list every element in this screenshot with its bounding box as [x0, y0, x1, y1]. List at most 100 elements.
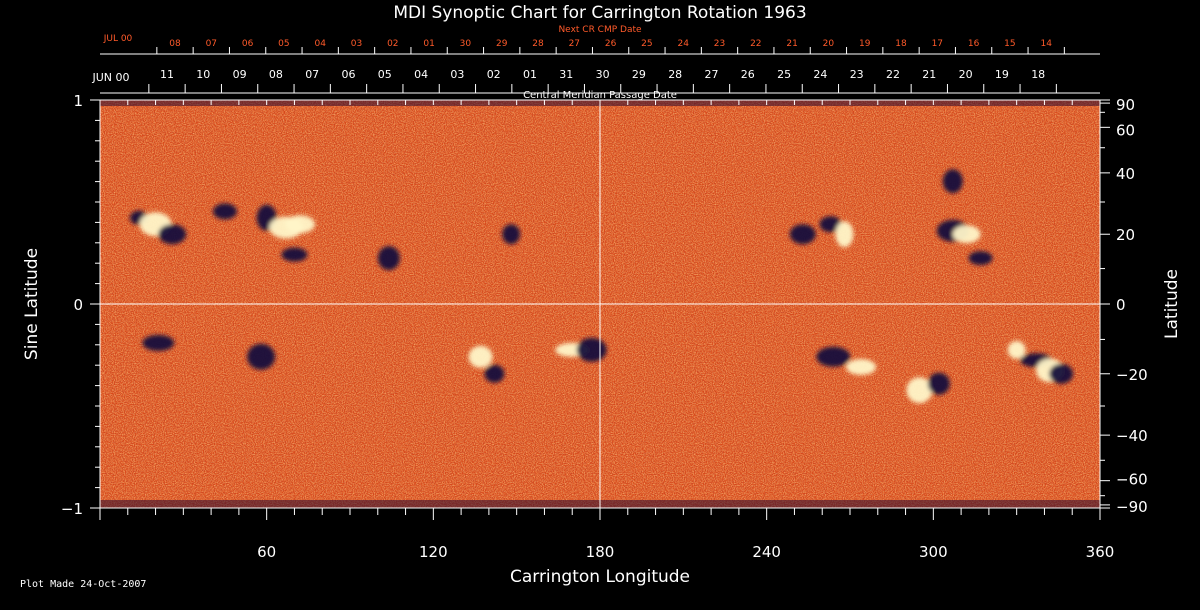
active-region-negative	[142, 334, 175, 351]
cmp-date-label: 20	[959, 68, 973, 81]
cmp-date-label: 10	[196, 68, 210, 81]
y-tick-label-left: 1	[73, 92, 83, 110]
cmp-date-label: 28	[668, 68, 682, 81]
active-regions	[129, 169, 1074, 404]
next-cr-start-label: JUL 00	[103, 34, 133, 44]
cmp-date-label: 31	[559, 68, 573, 81]
y-tick-label-right: 90	[1116, 96, 1135, 114]
next-cr-date-label: 25	[641, 39, 652, 49]
cmp-date-label: 08	[269, 68, 283, 81]
left-axis: 1 0 −1	[61, 92, 100, 518]
active-region-positive	[285, 215, 315, 234]
left-axis-label: Sine Latitude	[22, 248, 42, 360]
x-tick-label: 60	[257, 543, 276, 561]
plot-made-footer: Plot Made 24-Oct-2007	[20, 579, 147, 590]
cmp-date-label: 01	[523, 68, 537, 81]
active-region-negative	[247, 343, 276, 370]
next-cr-date-label: 14	[1040, 39, 1052, 49]
active-region-positive	[906, 377, 933, 404]
active-region-negative	[213, 203, 237, 220]
next-cr-date-label: 28	[532, 39, 544, 49]
cmp-date-label: 19	[995, 68, 1009, 81]
cmp-date-label: 23	[850, 68, 864, 81]
active-region-negative	[789, 224, 816, 245]
y-tick-label-left: −1	[61, 500, 83, 518]
active-region-negative	[576, 337, 607, 362]
next-cr-date-label: 24	[677, 39, 689, 49]
y-tick-label-right: −60	[1116, 471, 1148, 489]
cmp-date-label: 26	[741, 68, 755, 81]
chart-title: MDI Synoptic Chart for Carrington Rotati…	[393, 3, 806, 23]
cmp-date-label: 11	[160, 68, 174, 81]
y-tick-label-left: 0	[73, 296, 83, 314]
next-cr-date-label: 08	[169, 39, 181, 49]
cmp-date-label: 07	[305, 68, 319, 81]
active-region-negative	[816, 346, 851, 367]
x-tick-label: 300	[919, 543, 948, 561]
y-tick-label-right: −20	[1116, 366, 1148, 384]
cmp-date-label: 21	[922, 68, 936, 81]
bottom-axis: 60 120 180 240 300 360	[99, 100, 1114, 561]
cmp-date-label: 09	[233, 68, 247, 81]
y-tick-label-right: 60	[1116, 121, 1135, 139]
next-cr-date-label: 06	[242, 39, 254, 49]
next-cr-date-label: 29	[496, 39, 508, 49]
cmp-axis-label: Central Meridian Passage Date	[523, 90, 677, 101]
active-region-positive	[468, 345, 493, 368]
cmp-date-label: 22	[886, 68, 900, 81]
cmp-date-label: 18	[1031, 68, 1045, 81]
next-cr-date-label: 16	[968, 39, 980, 49]
next-cr-axis-label: Next CR CMP Date	[558, 25, 642, 35]
cmp-date-label: 06	[342, 68, 356, 81]
next-cr-date-label: 20	[823, 39, 835, 49]
y-tick-label-right: 20	[1116, 226, 1135, 244]
cmp-date-label: 25	[777, 68, 791, 81]
active-region-negative	[942, 169, 963, 194]
next-cr-date-label: 01	[423, 39, 434, 49]
active-region-negative	[502, 224, 521, 245]
next-cr-date-label: 19	[859, 39, 871, 49]
next-cr-date-label: 07	[206, 39, 217, 49]
cmp-date-label: 30	[596, 68, 610, 81]
next-cr-date-label: 27	[569, 39, 580, 49]
next-cr-date-label: 03	[351, 39, 362, 49]
active-region-negative	[968, 251, 993, 266]
x-tick-label: 120	[419, 543, 448, 561]
y-tick-label-right: −90	[1116, 498, 1148, 516]
x-tick-label: 180	[586, 543, 615, 561]
cmp-date-label: 29	[632, 68, 646, 81]
next-cr-date-label: 22	[750, 39, 761, 49]
cmp-date-label: 27	[705, 68, 719, 81]
right-axis-label: Latitude	[1162, 269, 1182, 339]
active-region-negative	[281, 247, 308, 262]
next-cr-ticks: 08 07 06 05 04 03 02 01 30 29 28 27 26 25 24 23 22 21 20 19…	[156, 39, 1065, 54]
next-cr-date-label: 05	[278, 39, 289, 49]
active-region-positive	[835, 221, 854, 248]
cmp-date-label: 24	[813, 68, 827, 81]
active-region-negative	[927, 372, 950, 395]
next-cr-date-label: 21	[786, 39, 797, 49]
active-region-negative	[1049, 363, 1074, 384]
next-cr-date-label: 15	[1004, 39, 1015, 49]
x-tick-label: 240	[752, 543, 781, 561]
y-tick-label-right: −40	[1116, 427, 1148, 445]
active-region-positive	[1007, 340, 1026, 359]
next-cr-date-label: 26	[605, 39, 617, 49]
next-cr-date-label: 23	[714, 39, 725, 49]
cmp-date-label: 04	[414, 68, 428, 81]
cmp-date-label: 02	[487, 68, 501, 81]
next-cr-date-label: 18	[895, 39, 907, 49]
y-tick-label-right: 40	[1116, 165, 1135, 183]
next-cr-date-label: 02	[387, 39, 398, 49]
active-region-negative	[484, 364, 505, 383]
active-region-positive	[952, 225, 981, 244]
cmp-date-label: 03	[450, 68, 464, 81]
right-axis: 90 60 40 20 0 −20 −40 −60 −90	[1100, 96, 1148, 516]
cmp-start-label: JUN 00	[91, 71, 129, 84]
next-cr-date-label: 30	[460, 39, 472, 49]
active-region-negative	[819, 216, 842, 233]
y-tick-label-right: 0	[1116, 296, 1126, 314]
next-cr-date-label: 17	[932, 39, 943, 49]
next-cr-date-label: 04	[314, 39, 326, 49]
